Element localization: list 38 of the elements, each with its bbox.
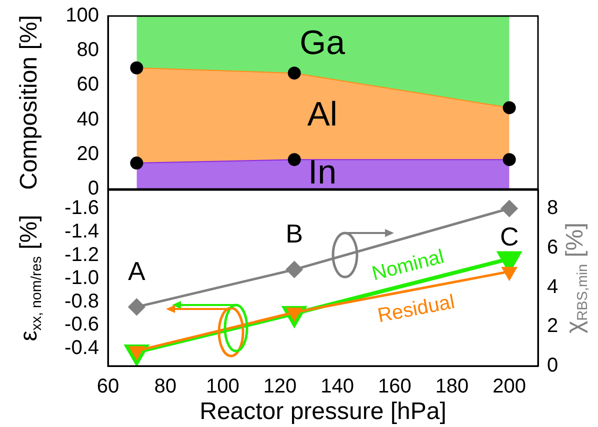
x-tick-label: 160	[378, 376, 412, 398]
y-tick-label: -1.2	[64, 244, 99, 266]
y2-tick-label: 6	[547, 236, 558, 258]
x-axis-title: Reactor pressure [hPa]	[200, 398, 446, 426]
y-tick-label: -0.4	[64, 337, 99, 360]
x-tick-label: 60	[96, 376, 120, 398]
series-label: Al	[307, 96, 338, 134]
y-tick-label: -0.8	[64, 290, 99, 312]
y-tick-label: 100	[66, 4, 99, 27]
annotation: B	[286, 218, 304, 249]
y-tick-label: -1.4	[64, 220, 99, 242]
y-axis-title: Composition [%]	[16, 15, 43, 190]
annotation: C	[500, 222, 519, 252]
text: Nominal	[370, 246, 446, 286]
y2-tick-label: 0	[547, 354, 558, 377]
y-axis-title: εxx, nom/res [%]	[16, 214, 46, 342]
y-tick-label: 20	[76, 142, 99, 165]
y-tick-label: -1.6	[64, 197, 99, 220]
y-tick-label: -0.6	[64, 314, 99, 336]
x-tick-label: 120	[263, 376, 297, 398]
y-tick-label: -1.0	[64, 267, 99, 290]
x-tick-label: 200	[492, 376, 526, 398]
y-tick-label: 0	[88, 178, 99, 200]
y-tick-label: 40	[76, 108, 99, 130]
y-tick-label: 80	[76, 39, 99, 62]
x-tick-label: 180	[435, 376, 469, 398]
y-tick-label: 60	[76, 74, 99, 96]
x-tick-label: 100	[206, 376, 240, 398]
y2-axis-title: χRBS,min [%]	[562, 222, 592, 334]
y2-tick-label: 4	[547, 276, 558, 298]
x-tick-label: 140	[320, 376, 354, 398]
x-tick-label: 80	[154, 376, 176, 398]
y2-tick-label: 2	[547, 315, 558, 338]
text: Residual	[376, 291, 457, 328]
series-label: Ga	[300, 24, 346, 62]
series-label: In	[308, 154, 337, 192]
annotation: A	[128, 256, 146, 286]
y2-tick-label: 8	[547, 197, 558, 220]
